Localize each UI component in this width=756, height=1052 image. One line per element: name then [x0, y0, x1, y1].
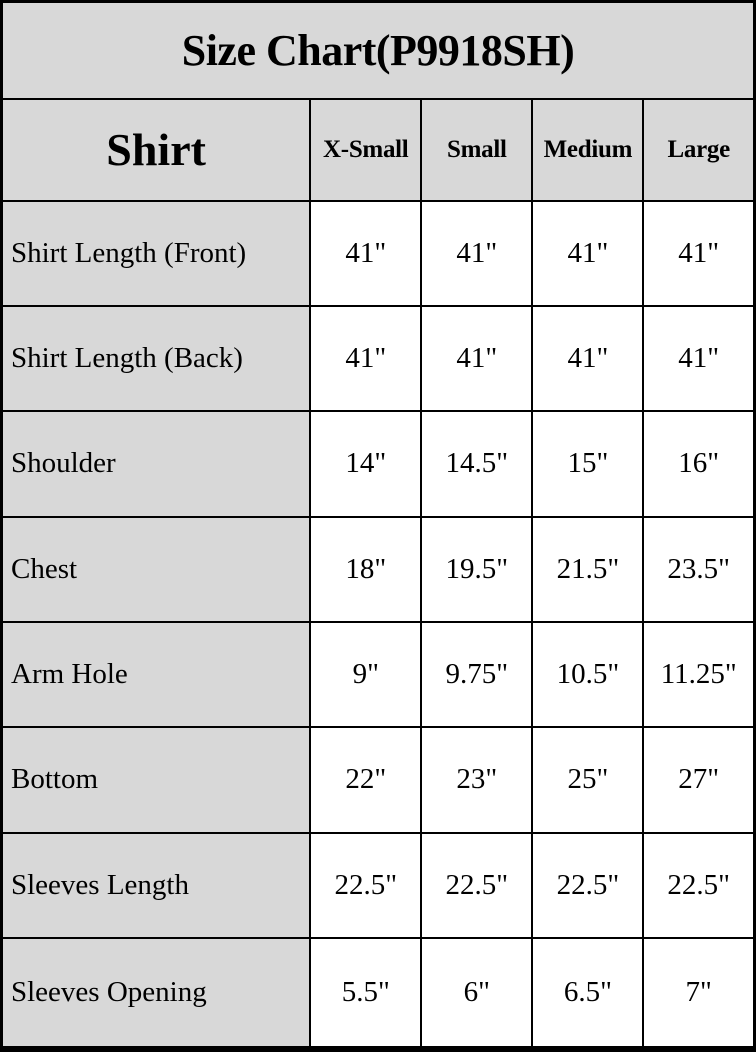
header-row: Shirt X-Small Small Medium Large: [0, 97, 756, 202]
table-row-sleeves-opening: Sleeves Opening 5.5" 6" 6.5" 7": [0, 936, 756, 1051]
measurement-value: 41": [420, 304, 534, 413]
table-row-bottom: Bottom 22" 23" 25" 27": [0, 726, 756, 834]
measurement-value: 14.5": [420, 410, 534, 518]
size-header-large: Large: [642, 97, 756, 202]
table-row-sleeves-length: Sleeves Length 22.5" 22.5" 22.5" 22.5": [0, 831, 756, 939]
measurement-value: 19.5": [420, 515, 534, 623]
size-header-medium: Medium: [531, 97, 645, 202]
measurement-value: 10.5": [531, 620, 645, 729]
measurement-value: 22.5": [309, 831, 423, 939]
measurement-value: 16": [642, 410, 756, 518]
measurement-value: 11.25": [642, 620, 756, 729]
measurement-value: 6": [420, 936, 534, 1051]
size-header-xsmall: X-Small: [309, 97, 423, 202]
measurement-value: 41": [642, 199, 756, 307]
measurement-value: 23": [420, 726, 534, 834]
measurement-value: 15": [531, 410, 645, 518]
size-header-small: Small: [420, 97, 534, 202]
measurement-value: 9": [309, 620, 423, 729]
measurement-value: 41": [309, 304, 423, 413]
row-label: Sleeves Length: [0, 831, 312, 939]
product-name-header: Shirt: [0, 97, 312, 202]
table-row-shoulder: Shoulder 14" 14.5" 15" 16": [0, 410, 756, 518]
row-label: Shoulder: [0, 410, 312, 518]
row-label: Chest: [0, 515, 312, 623]
measurement-value: 27": [642, 726, 756, 834]
measurement-value: 22.5": [531, 831, 645, 939]
row-label: Sleeves Opening: [0, 936, 312, 1051]
measurement-value: 21.5": [531, 515, 645, 623]
chart-title: Size Chart(P9918SH): [0, 0, 756, 100]
row-label: Shirt Length (Back): [0, 304, 312, 413]
measurement-value: 41": [642, 304, 756, 413]
table-row-chest: Chest 18" 19.5" 21.5" 23.5": [0, 515, 756, 623]
table-row-shirt-length-front: Shirt Length (Front) 41" 41" 41" 41": [0, 199, 756, 307]
row-label: Bottom: [0, 726, 312, 834]
measurement-value: 41": [531, 199, 645, 307]
measurement-value: 41": [309, 199, 423, 307]
measurement-value: 41": [531, 304, 645, 413]
measurement-value: 14": [309, 410, 423, 518]
measurement-value: 6.5": [531, 936, 645, 1051]
measurement-value: 18": [309, 515, 423, 623]
measurement-value: 7": [642, 936, 756, 1051]
measurement-value: 22": [309, 726, 423, 834]
measurement-value: 25": [531, 726, 645, 834]
title-row: Size Chart(P9918SH): [0, 0, 756, 100]
measurement-value: 22.5": [642, 831, 756, 939]
measurement-value: 41": [420, 199, 534, 307]
table-row-shirt-length-back: Shirt Length (Back) 41" 41" 41" 41": [0, 304, 756, 413]
row-label: Shirt Length (Front): [0, 199, 312, 307]
table-row-arm-hole: Arm Hole 9" 9.75" 10.5" 11.25": [0, 620, 756, 729]
measurement-value: 9.75": [420, 620, 534, 729]
measurement-value: 5.5": [309, 936, 423, 1051]
measurement-value: 22.5": [420, 831, 534, 939]
row-label: Arm Hole: [0, 620, 312, 729]
measurement-value: 23.5": [642, 515, 756, 623]
